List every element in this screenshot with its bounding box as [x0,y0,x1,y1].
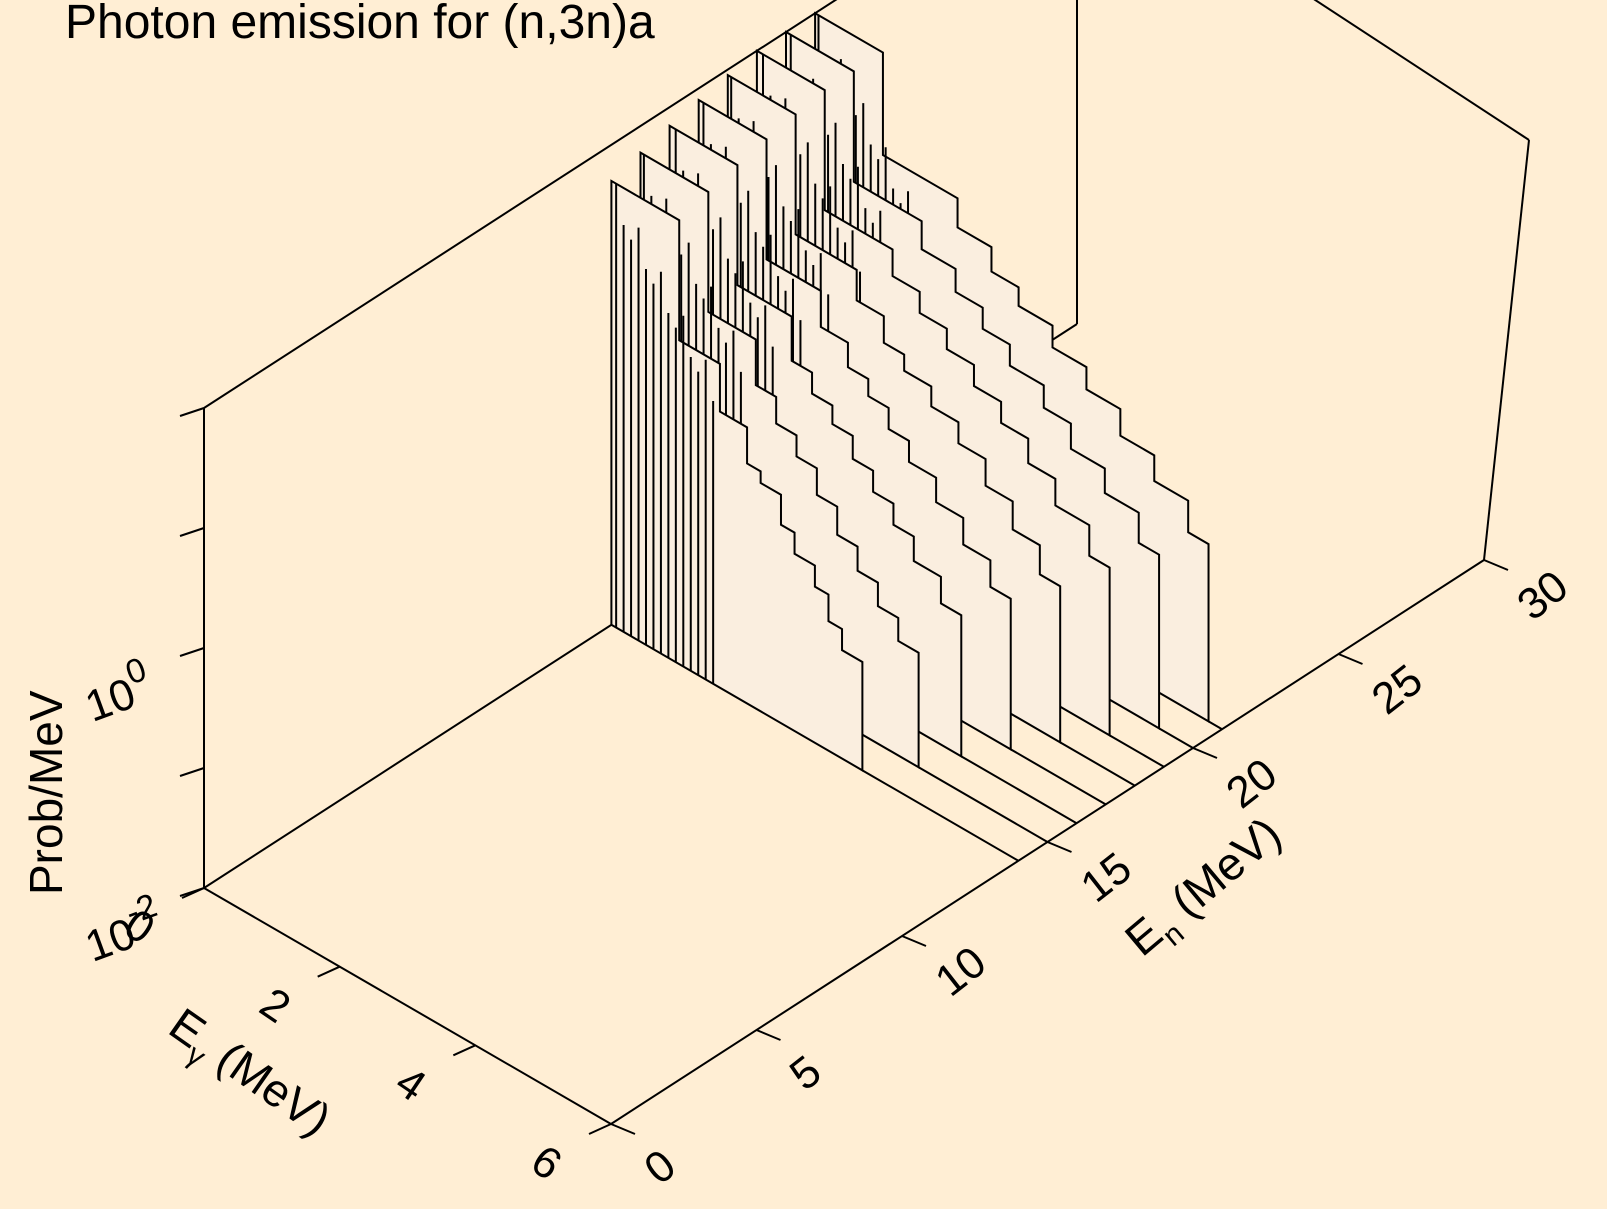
z-tick [179,767,205,777]
z-tick [179,887,205,897]
spectrum-baseline [1208,720,1223,731]
spectrum-baseline [861,769,1019,862]
back-right-vertical-edge [1483,139,1530,561]
spectrum-baseline [1059,741,1136,787]
y-tick [901,935,927,947]
x-axis-label-units: (MeV) [198,1024,341,1146]
spectrum-baseline [1010,748,1107,806]
spectrum-baseline [960,755,1078,825]
y-axis-label-units: (MeV) [1151,807,1290,936]
z-tick [179,407,205,417]
y-tick [1483,559,1509,571]
y-tick [610,1123,636,1135]
z-tick-label: 100 [75,650,160,731]
z-tick-label: 10-2 [75,886,171,971]
y-tick [1047,841,1072,853]
y-tick-label: 10 [926,937,995,1006]
y-tick-label: 0 [635,1140,684,1194]
z-tick [179,647,205,657]
y-tick-label: 20 [1217,749,1286,818]
y-tick [1338,653,1363,665]
y-tick-label: 5 [781,1046,830,1100]
y-tick-label: 30 [1508,561,1577,630]
x-axis-line [203,887,612,1125]
y-tick [756,1029,781,1041]
spectrum-baseline [918,766,1049,843]
back-wall-top-edge [203,0,838,409]
spectra-slices [610,11,1223,862]
z-tick [179,527,205,537]
x-axis-label: Eγ (MeV) [155,998,340,1153]
z-axis-label: Prob/MeV [20,690,72,895]
spectrum-slice [610,179,1019,862]
y-tick-label: 15 [1072,843,1141,912]
x-tick [588,1123,612,1135]
x-tick-label: 4 [387,1057,435,1111]
spectrum-baseline [1109,734,1165,768]
y-tick-label: 25 [1363,655,1432,724]
chart-title: Photon emission for (n,3n)a [65,0,655,49]
x-tick [317,965,341,978]
x-tick-label: 2 [251,978,299,1032]
y-axis-label: En (MeV) [1115,807,1296,973]
x-tick [452,1044,476,1057]
spectrum-baseline [1158,727,1194,749]
back-wall-right-top-edge [1313,0,1530,141]
x-tick-label: 6 [523,1136,571,1190]
spectrum-area [610,179,864,773]
y-tick [1192,747,1218,759]
